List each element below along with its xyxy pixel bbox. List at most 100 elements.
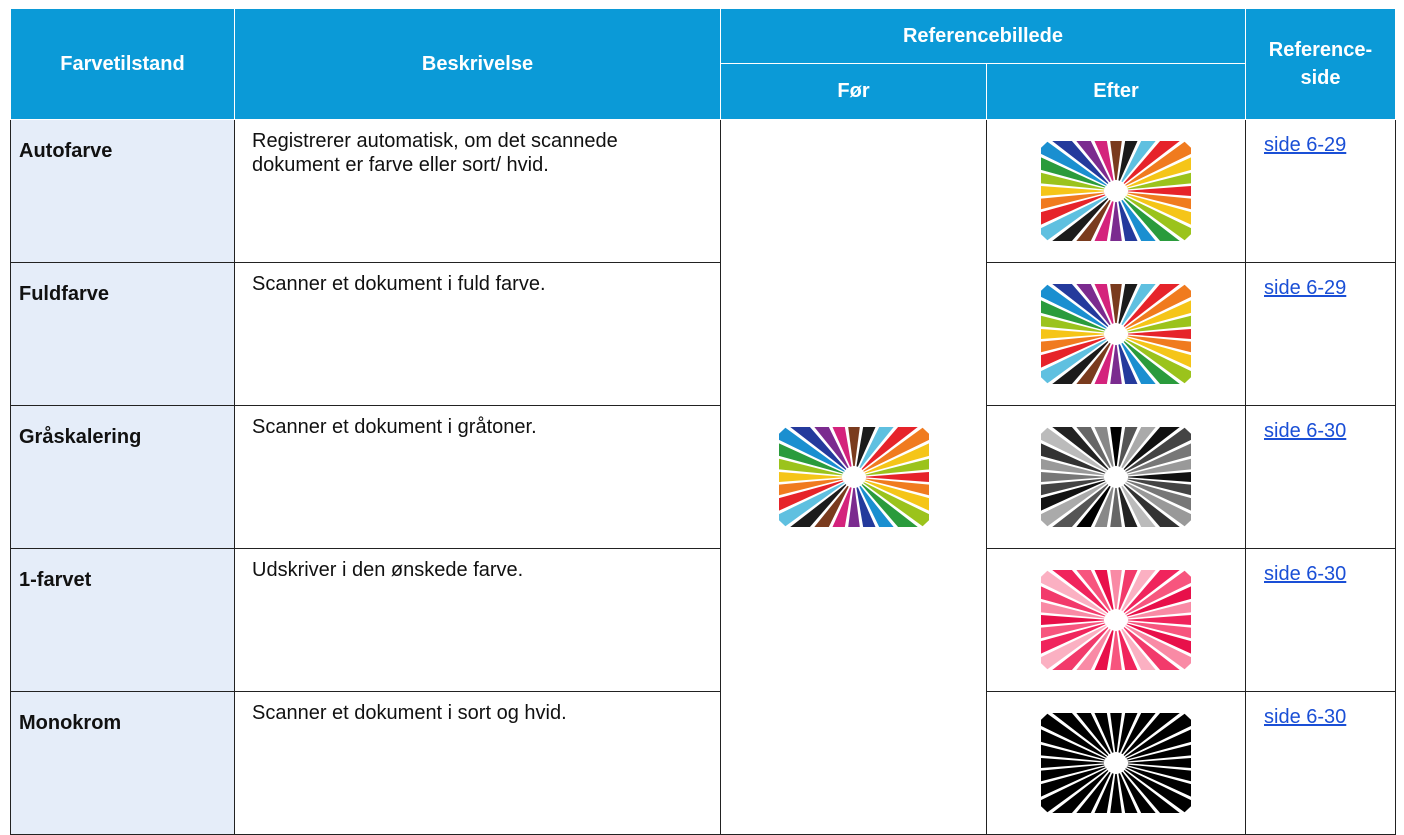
pencil-ray bbox=[1126, 729, 1191, 760]
pencil-ray bbox=[1125, 284, 1191, 329]
pencil-ray bbox=[1094, 485, 1114, 527]
pencil-ray bbox=[1094, 342, 1114, 384]
pencil-image bbox=[1041, 284, 1191, 384]
pencil-ray bbox=[1041, 480, 1106, 511]
pencil-ray bbox=[1123, 626, 1180, 670]
reference-link[interactable]: side 6-30 bbox=[1264, 706, 1347, 728]
pencil-ray bbox=[1126, 586, 1191, 617]
pencil-ray bbox=[1052, 626, 1109, 670]
pencil-ray bbox=[1127, 192, 1191, 210]
reference-link[interactable]: side 6-30 bbox=[1264, 563, 1347, 585]
pencil-ray bbox=[860, 427, 918, 471]
pencil-ray bbox=[1041, 625, 1107, 670]
pencil-ray bbox=[1118, 771, 1138, 813]
pencil-ray bbox=[1041, 764, 1105, 782]
pencil-ray bbox=[1128, 758, 1191, 768]
reference-cell: side 6-29 bbox=[1245, 262, 1396, 406]
pencil-ray bbox=[1120, 341, 1156, 384]
pencil-image bbox=[1041, 427, 1191, 527]
after-image-cell bbox=[986, 262, 1246, 406]
pencil-ray bbox=[1123, 340, 1180, 384]
header-text: Referencebillede bbox=[902, 24, 1064, 47]
pencil-ray bbox=[1127, 601, 1191, 619]
pencil-ray bbox=[1126, 766, 1191, 797]
pencil-ray bbox=[1123, 483, 1180, 527]
pencil-ray bbox=[1041, 427, 1107, 472]
pencil-ray bbox=[1041, 443, 1106, 474]
pencil-ray bbox=[862, 482, 929, 527]
pencil-center bbox=[1105, 323, 1127, 345]
pencil-ray bbox=[1118, 342, 1138, 384]
pencil-ray bbox=[1041, 141, 1107, 186]
pencil-image bbox=[778, 427, 929, 527]
pencil-ray bbox=[1041, 621, 1105, 639]
pencil-ray bbox=[855, 427, 876, 469]
pencil-ray bbox=[864, 443, 929, 474]
pencil-ray bbox=[1120, 627, 1156, 670]
pencil-ray bbox=[1110, 200, 1122, 241]
pencil-ray bbox=[1041, 172, 1105, 190]
pencil-ray bbox=[1094, 199, 1114, 241]
mode-cell: Autofarve bbox=[10, 119, 235, 263]
pencil-ray bbox=[1123, 284, 1180, 328]
pencil-ray bbox=[813, 427, 849, 470]
pencil-ray bbox=[1094, 141, 1114, 183]
pencil-ray bbox=[1041, 337, 1106, 368]
pencil-ray bbox=[1128, 472, 1191, 482]
pencil-ray bbox=[1041, 758, 1104, 768]
pencil-ray bbox=[813, 484, 849, 527]
pencil-ray bbox=[1052, 284, 1109, 328]
pencil-ray bbox=[862, 427, 929, 472]
reference-cell: side 6-30 bbox=[1245, 548, 1396, 692]
pencil-ray bbox=[1126, 443, 1191, 474]
pencil-center bbox=[1105, 752, 1127, 774]
pencil-ray bbox=[860, 483, 918, 527]
reference-link[interactable]: side 6-29 bbox=[1264, 277, 1347, 299]
table-row: Gråskalering Scanner et dokument i gråton… bbox=[10, 405, 1396, 549]
pencil-ray bbox=[1041, 192, 1105, 210]
header-cell: Reference-side bbox=[1245, 8, 1396, 120]
pencil-ray bbox=[1120, 427, 1156, 470]
pencil-ray bbox=[1126, 337, 1191, 368]
pencil-ray bbox=[778, 482, 845, 527]
mode-cell: Fuldfarve bbox=[10, 262, 235, 406]
pencil-ray bbox=[1052, 427, 1109, 471]
after-image-cell bbox=[986, 691, 1246, 835]
pencil-ray bbox=[1125, 339, 1191, 384]
pencil-ray bbox=[1110, 284, 1122, 325]
header-cell: Før bbox=[720, 63, 987, 120]
pencil-ray bbox=[1123, 713, 1180, 757]
pencil-ray bbox=[1127, 458, 1191, 476]
pencil-ray bbox=[1125, 196, 1191, 241]
description-cell: Udskriver i den ønskede farve. bbox=[234, 548, 721, 692]
pencil-ray bbox=[1118, 284, 1138, 326]
reference-link[interactable]: side 6-29 bbox=[1264, 134, 1347, 156]
pencil-ray bbox=[858, 427, 894, 470]
pencil-ray bbox=[1041, 570, 1107, 615]
table-body: Autofarve Registrerer automatisk, om det … bbox=[10, 119, 1396, 835]
pencil-ray bbox=[1127, 172, 1191, 190]
pencil-ray bbox=[1110, 141, 1122, 182]
pencil-ray bbox=[1118, 199, 1138, 241]
pencil-ray bbox=[1041, 329, 1104, 339]
pencil-ray bbox=[1041, 284, 1107, 329]
pencil-ray bbox=[864, 480, 929, 511]
pencil-ray bbox=[1076, 427, 1112, 470]
description-cell: Scanner et dokument i fuld farve. bbox=[234, 262, 721, 406]
pencil-ray bbox=[1126, 194, 1191, 225]
pencil-ray bbox=[1126, 480, 1191, 511]
reference-link[interactable]: side 6-30 bbox=[1264, 420, 1347, 442]
pencil-ray bbox=[1126, 300, 1191, 331]
pencil-ray bbox=[1123, 141, 1180, 185]
pencil-ray bbox=[1110, 713, 1122, 754]
pencil-ray bbox=[1125, 768, 1191, 813]
header-cell: Referencebillede bbox=[720, 8, 1246, 64]
pencil-ray bbox=[1041, 300, 1106, 331]
pencil-ray bbox=[1094, 771, 1114, 813]
header-cell: Beskrivelse bbox=[234, 8, 721, 120]
pencil-ray bbox=[847, 427, 860, 468]
pencil-image bbox=[1041, 713, 1191, 813]
pencil-ray bbox=[1052, 340, 1109, 384]
table-row: Autofarve Registrerer automatisk, om det … bbox=[10, 119, 1396, 835]
